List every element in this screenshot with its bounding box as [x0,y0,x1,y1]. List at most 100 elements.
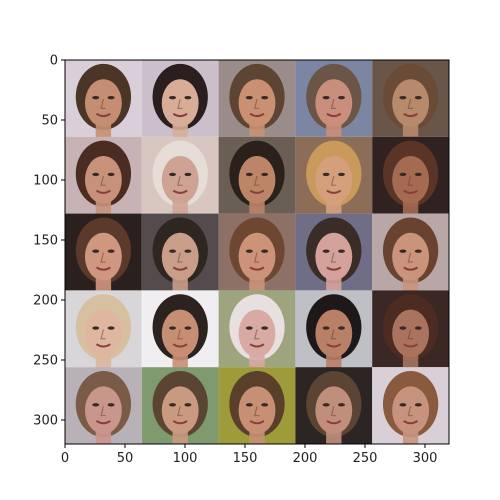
nose-shape [177,99,183,109]
eye-shape [322,172,330,177]
nose-shape [407,329,413,340]
eye-shape [92,403,100,407]
eye-shape [399,249,407,253]
face-tile [218,213,296,295]
face-shape [238,79,276,127]
mouth-shape [95,266,111,271]
face-shape [392,79,430,127]
face-shape [315,232,353,281]
face-shape [315,156,353,204]
eye-shape [414,326,422,330]
y-tick-label: 200 [33,294,58,309]
eye-shape [184,249,192,253]
eye-shape [184,326,192,330]
eye-shape [169,326,176,330]
eye-shape [399,95,407,100]
face-tile [65,290,142,372]
eye-shape [169,95,176,100]
nose-shape [330,406,337,417]
eye-shape [184,95,192,100]
face-shape [84,232,122,281]
face-tile [65,136,142,218]
eye-shape [322,326,330,330]
nose-shape [100,329,106,340]
mouth-shape [172,343,188,348]
face-shape [392,232,430,281]
nose-shape [407,175,413,186]
face-shape [161,232,199,281]
nose-shape [100,175,106,186]
mouth-shape [403,189,419,194]
nose-shape [407,252,413,263]
nose-shape [253,406,260,417]
x-tick-label: 100 [173,451,198,466]
x-tick-label: 300 [413,451,438,466]
eye-shape [338,326,345,330]
face-tile [372,213,449,295]
eye-shape [399,403,407,407]
face-shape [238,156,276,204]
eye-shape [414,249,422,253]
face-tile [65,213,142,295]
nose-shape [100,252,106,263]
mouth-shape [326,266,342,271]
y-tick-label: 300 [33,414,58,429]
face-shape [84,309,122,358]
eye-shape [261,403,269,407]
nose-shape [177,175,183,186]
face-tile [295,290,373,372]
eye-shape [414,403,422,407]
face-shape [161,156,199,204]
nose-shape [253,252,260,263]
eye-shape [107,249,115,253]
mouth-shape [326,189,342,194]
mouth-shape [249,343,265,348]
face-shape [315,79,353,127]
nose-shape [253,329,260,340]
face-tile [218,290,296,372]
face-tile [372,136,449,218]
eye-shape [184,403,192,407]
mouth-shape [249,420,265,425]
face-tile [372,60,449,141]
face-shape [392,156,430,204]
face-shape [315,309,353,358]
mouth-shape [403,112,419,118]
nose-shape [253,175,260,186]
face-shape [392,386,430,435]
eye-shape [245,326,253,330]
eye-shape [338,249,345,253]
face-shape [392,309,430,358]
eye-shape [322,403,330,407]
eye-shape [261,172,269,177]
eye-shape [338,172,345,177]
eye-shape [338,403,345,407]
mouth-shape [95,343,111,348]
face-tile [295,367,373,444]
axes-ticks: 0 50 100 150 200 250 300 0 50 100 150 200 250 300 [33,54,437,467]
mouth-shape [172,112,188,118]
face-tile [372,367,449,444]
eye-shape [184,172,192,177]
face-tile [65,60,142,141]
face-tile [218,367,296,444]
y-tick-label: 100 [33,174,58,189]
x-tick-label: 50 [117,451,134,466]
face-shape [84,386,122,435]
mouth-shape [326,420,342,425]
mouth-shape [172,266,188,271]
face-tile [218,60,296,141]
nose-shape [330,99,337,109]
eye-shape [261,249,269,253]
nose-shape [177,252,183,263]
image-grid [65,60,449,444]
mouth-shape [403,420,419,425]
nose-shape [330,329,337,340]
x-tick-label: 200 [293,451,318,466]
mouth-shape [95,112,111,118]
eye-shape [322,249,330,253]
eye-shape [92,326,100,330]
mouth-shape [249,266,265,271]
eye-shape [399,172,407,177]
eye-shape [169,249,176,253]
